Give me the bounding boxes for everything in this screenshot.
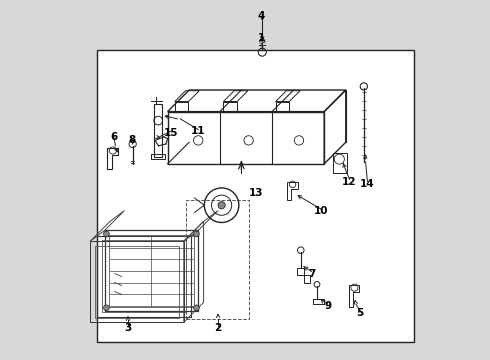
Text: 6: 6 bbox=[110, 132, 117, 142]
Text: 10: 10 bbox=[313, 206, 328, 216]
Circle shape bbox=[244, 136, 253, 145]
Text: 5: 5 bbox=[357, 308, 364, 318]
Text: 14: 14 bbox=[360, 179, 375, 189]
Circle shape bbox=[218, 202, 225, 209]
Circle shape bbox=[194, 136, 203, 145]
Text: 8: 8 bbox=[128, 135, 135, 145]
Circle shape bbox=[103, 231, 109, 237]
Text: 12: 12 bbox=[342, 177, 357, 187]
Text: 13: 13 bbox=[248, 188, 263, 198]
Text: 15: 15 bbox=[164, 128, 178, 138]
Text: 4: 4 bbox=[258, 11, 265, 21]
Circle shape bbox=[194, 231, 199, 237]
Text: 2: 2 bbox=[215, 323, 221, 333]
Text: 1: 1 bbox=[258, 33, 265, 43]
Circle shape bbox=[294, 136, 304, 145]
Circle shape bbox=[103, 305, 109, 311]
Text: 11: 11 bbox=[191, 126, 205, 136]
Text: 9: 9 bbox=[324, 301, 331, 311]
Bar bbox=[98, 50, 414, 342]
Circle shape bbox=[194, 305, 199, 311]
Bar bbox=[186, 200, 248, 319]
Text: 7: 7 bbox=[308, 269, 315, 279]
Text: 3: 3 bbox=[124, 323, 132, 333]
